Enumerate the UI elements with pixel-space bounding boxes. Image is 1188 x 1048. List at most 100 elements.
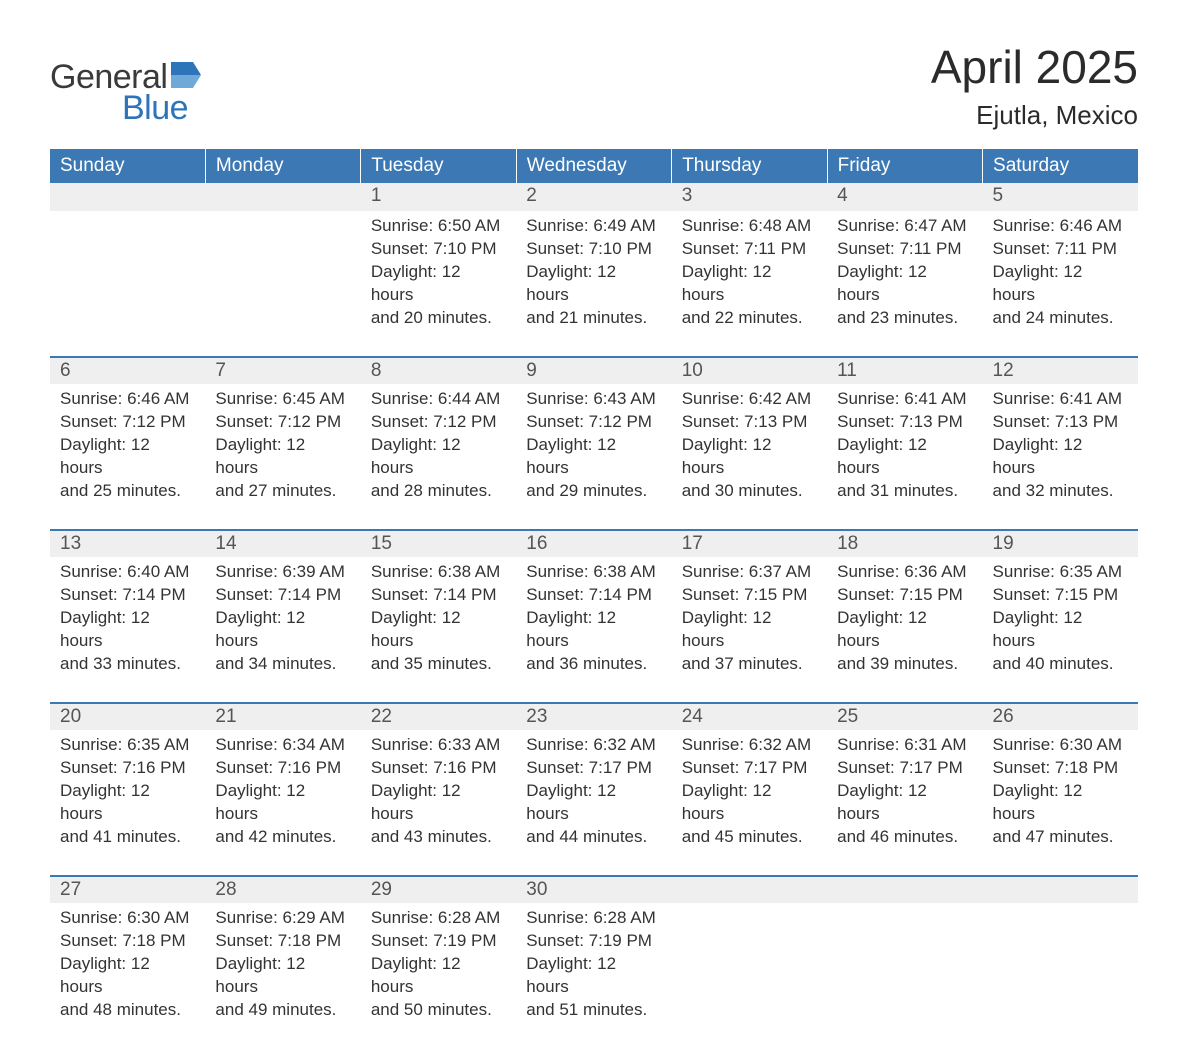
daylight-text: Daylight: 12 hours bbox=[371, 780, 506, 826]
sunrise-text: Sunrise: 6:28 AM bbox=[371, 907, 506, 930]
day-number-cell: 10 bbox=[672, 356, 827, 384]
sunset-text: Sunset: 7:16 PM bbox=[371, 757, 506, 780]
daylight-text: and 39 minutes. bbox=[837, 653, 972, 676]
daylight-text: Daylight: 12 hours bbox=[60, 953, 195, 999]
sunrise-text: Sunrise: 6:32 AM bbox=[682, 734, 817, 757]
day-number-cell bbox=[205, 183, 360, 211]
day-number-cell bbox=[672, 875, 827, 903]
day-number: 17 bbox=[672, 529, 827, 557]
day-data-cell: Sunrise: 6:32 AMSunset: 7:17 PMDaylight:… bbox=[672, 730, 827, 875]
day-data-cell: Sunrise: 6:30 AMSunset: 7:18 PMDaylight:… bbox=[983, 730, 1138, 875]
daylight-text: Daylight: 12 hours bbox=[215, 953, 350, 999]
sunrise-text: Sunrise: 6:45 AM bbox=[215, 388, 350, 411]
day-number bbox=[205, 183, 360, 211]
day-number-cell bbox=[827, 875, 982, 903]
sunset-text: Sunset: 7:17 PM bbox=[682, 757, 817, 780]
daylight-text: Daylight: 12 hours bbox=[682, 780, 817, 826]
day-data-cell: Sunrise: 6:37 AMSunset: 7:15 PMDaylight:… bbox=[672, 557, 827, 702]
sunset-text: Sunset: 7:12 PM bbox=[215, 411, 350, 434]
day-data-cell bbox=[205, 211, 360, 356]
day-data-cell: Sunrise: 6:33 AMSunset: 7:16 PMDaylight:… bbox=[361, 730, 516, 875]
sunset-text: Sunset: 7:15 PM bbox=[837, 584, 972, 607]
day-data-cell: Sunrise: 6:30 AMSunset: 7:18 PMDaylight:… bbox=[50, 903, 205, 1048]
day-data-cell: Sunrise: 6:29 AMSunset: 7:18 PMDaylight:… bbox=[205, 903, 360, 1048]
day-number: 24 bbox=[672, 702, 827, 730]
daylight-text: and 33 minutes. bbox=[60, 653, 195, 676]
daylight-text: Daylight: 12 hours bbox=[837, 434, 972, 480]
day-number-cell bbox=[983, 875, 1138, 903]
day-data-cell: Sunrise: 6:31 AMSunset: 7:17 PMDaylight:… bbox=[827, 730, 982, 875]
day-data: Sunrise: 6:41 AMSunset: 7:13 PMDaylight:… bbox=[983, 384, 1138, 523]
sunrise-text: Sunrise: 6:39 AM bbox=[215, 561, 350, 584]
day-data-cell: Sunrise: 6:50 AMSunset: 7:10 PMDaylight:… bbox=[361, 211, 516, 356]
sunrise-text: Sunrise: 6:37 AM bbox=[682, 561, 817, 584]
day-number: 22 bbox=[361, 702, 516, 730]
sunrise-text: Sunrise: 6:32 AM bbox=[526, 734, 661, 757]
sunset-text: Sunset: 7:10 PM bbox=[526, 238, 661, 261]
daylight-text: and 50 minutes. bbox=[371, 999, 506, 1022]
day-number-cell: 29 bbox=[361, 875, 516, 903]
day-data: Sunrise: 6:43 AMSunset: 7:12 PMDaylight:… bbox=[516, 384, 671, 523]
daylight-text: Daylight: 12 hours bbox=[993, 261, 1128, 307]
day-number bbox=[983, 875, 1138, 903]
daylight-text: Daylight: 12 hours bbox=[993, 434, 1128, 480]
daylight-text: Daylight: 12 hours bbox=[371, 434, 506, 480]
day-number: 28 bbox=[205, 875, 360, 903]
day-data: Sunrise: 6:50 AMSunset: 7:10 PMDaylight:… bbox=[361, 211, 516, 350]
sunset-text: Sunset: 7:16 PM bbox=[215, 757, 350, 780]
day-number-cell: 4 bbox=[827, 183, 982, 211]
daylight-text: and 37 minutes. bbox=[682, 653, 817, 676]
daylight-text: and 23 minutes. bbox=[837, 307, 972, 330]
day-number bbox=[827, 875, 982, 903]
daylight-text: Daylight: 12 hours bbox=[682, 434, 817, 480]
daylight-text: and 51 minutes. bbox=[526, 999, 661, 1022]
day-data: Sunrise: 6:44 AMSunset: 7:12 PMDaylight:… bbox=[361, 384, 516, 523]
daylight-text: Daylight: 12 hours bbox=[526, 607, 661, 653]
day-number-cell: 17 bbox=[672, 529, 827, 557]
week-data-row: Sunrise: 6:46 AMSunset: 7:12 PMDaylight:… bbox=[50, 384, 1138, 529]
day-data: Sunrise: 6:32 AMSunset: 7:17 PMDaylight:… bbox=[516, 730, 671, 869]
sunrise-text: Sunrise: 6:41 AM bbox=[993, 388, 1128, 411]
day-data: Sunrise: 6:48 AMSunset: 7:11 PMDaylight:… bbox=[672, 211, 827, 350]
day-data-cell bbox=[983, 903, 1138, 1048]
daylight-text: Daylight: 12 hours bbox=[371, 261, 506, 307]
day-data-cell: Sunrise: 6:46 AMSunset: 7:12 PMDaylight:… bbox=[50, 384, 205, 529]
week-number-row: 20212223242526 bbox=[50, 702, 1138, 730]
daylight-text: and 22 minutes. bbox=[682, 307, 817, 330]
sunrise-text: Sunrise: 6:35 AM bbox=[60, 734, 195, 757]
logo-word-2: Blue bbox=[122, 89, 188, 128]
sunrise-text: Sunrise: 6:36 AM bbox=[837, 561, 972, 584]
daylight-text: and 27 minutes. bbox=[215, 480, 350, 503]
day-number-cell bbox=[50, 183, 205, 211]
day-number-cell: 22 bbox=[361, 702, 516, 730]
day-data-cell: Sunrise: 6:34 AMSunset: 7:16 PMDaylight:… bbox=[205, 730, 360, 875]
sunset-text: Sunset: 7:12 PM bbox=[371, 411, 506, 434]
day-data-cell bbox=[50, 211, 205, 356]
sunset-text: Sunset: 7:14 PM bbox=[526, 584, 661, 607]
day-number-cell: 15 bbox=[361, 529, 516, 557]
week-number-row: 27282930 bbox=[50, 875, 1138, 903]
sunrise-text: Sunrise: 6:35 AM bbox=[993, 561, 1128, 584]
day-number-cell: 14 bbox=[205, 529, 360, 557]
sunrise-text: Sunrise: 6:46 AM bbox=[60, 388, 195, 411]
daylight-text: and 25 minutes. bbox=[60, 480, 195, 503]
day-data: Sunrise: 6:36 AMSunset: 7:15 PMDaylight:… bbox=[827, 557, 982, 696]
day-data-cell: Sunrise: 6:47 AMSunset: 7:11 PMDaylight:… bbox=[827, 211, 982, 356]
day-data: Sunrise: 6:34 AMSunset: 7:16 PMDaylight:… bbox=[205, 730, 360, 869]
day-number: 12 bbox=[983, 356, 1138, 384]
day-number-cell: 21 bbox=[205, 702, 360, 730]
day-data-cell: Sunrise: 6:46 AMSunset: 7:11 PMDaylight:… bbox=[983, 211, 1138, 356]
day-number bbox=[50, 183, 205, 211]
sunrise-text: Sunrise: 6:34 AM bbox=[215, 734, 350, 757]
sunrise-text: Sunrise: 6:30 AM bbox=[993, 734, 1128, 757]
daylight-text: and 40 minutes. bbox=[993, 653, 1128, 676]
day-data: Sunrise: 6:28 AMSunset: 7:19 PMDaylight:… bbox=[361, 903, 516, 1042]
day-data-cell: Sunrise: 6:39 AMSunset: 7:14 PMDaylight:… bbox=[205, 557, 360, 702]
day-number: 30 bbox=[516, 875, 671, 903]
daylight-text: and 46 minutes. bbox=[837, 826, 972, 849]
day-data-cell: Sunrise: 6:42 AMSunset: 7:13 PMDaylight:… bbox=[672, 384, 827, 529]
day-number-cell: 27 bbox=[50, 875, 205, 903]
sunset-text: Sunset: 7:14 PM bbox=[371, 584, 506, 607]
day-data-cell: Sunrise: 6:43 AMSunset: 7:12 PMDaylight:… bbox=[516, 384, 671, 529]
daylight-text: and 35 minutes. bbox=[371, 653, 506, 676]
